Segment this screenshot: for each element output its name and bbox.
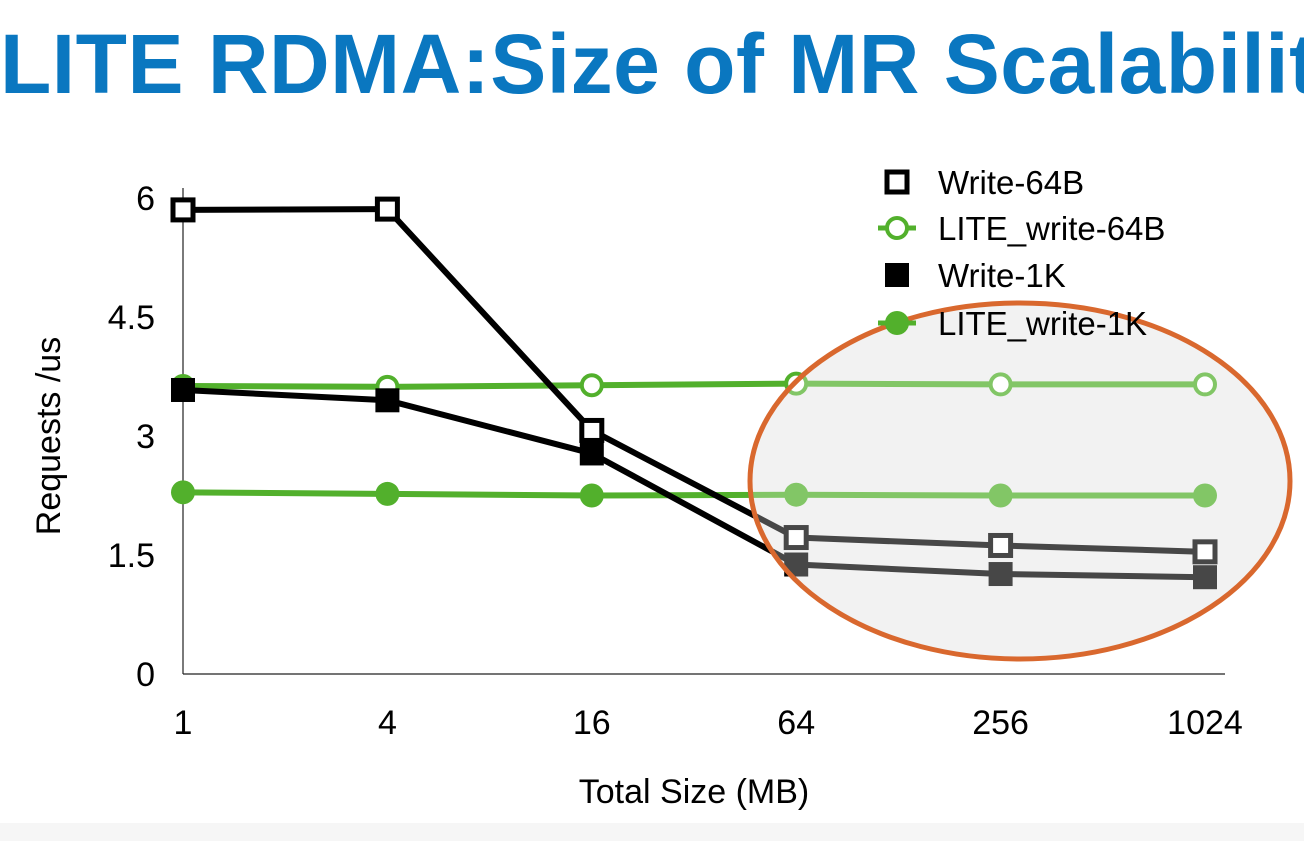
series-LITE_write-1K bbox=[171, 480, 1217, 508]
data-point bbox=[579, 483, 604, 508]
data-point bbox=[1192, 539, 1218, 565]
data-point bbox=[783, 525, 809, 551]
data-point bbox=[375, 481, 400, 506]
x-tick-label: 1 bbox=[174, 704, 193, 742]
y-tick-label: 1.5 bbox=[108, 537, 155, 575]
data-point bbox=[375, 388, 400, 413]
x-tick-label: 256 bbox=[972, 704, 1029, 742]
legend-entry: LITE_write-1K bbox=[878, 305, 1147, 342]
data-point bbox=[171, 377, 195, 402]
data-point bbox=[988, 532, 1014, 558]
legend-entry: Write-1K bbox=[885, 257, 1066, 294]
series-Write-64B bbox=[170, 196, 1218, 565]
data-point bbox=[1193, 372, 1217, 397]
data-point bbox=[374, 196, 400, 222]
y-tick-label: 3 bbox=[136, 418, 155, 456]
data-point bbox=[988, 562, 1013, 587]
data-point bbox=[1193, 483, 1217, 508]
x-axis-label: Total Size (MB) bbox=[579, 773, 810, 811]
data-point bbox=[784, 482, 809, 507]
y-tick-label: 4.5 bbox=[108, 299, 155, 337]
data-point bbox=[170, 197, 196, 223]
data-point bbox=[988, 372, 1013, 397]
legend-marker bbox=[884, 169, 910, 195]
legend-label: LITE_write-1K bbox=[938, 305, 1147, 342]
data-point bbox=[579, 373, 604, 398]
legend-label: Write-64B bbox=[938, 164, 1084, 201]
data-point bbox=[1193, 565, 1217, 590]
legend-marker bbox=[885, 263, 909, 287]
data-point bbox=[988, 483, 1013, 508]
slide-bottom-band bbox=[0, 823, 1304, 841]
y-tick-label: 6 bbox=[136, 180, 155, 218]
legend-entry: LITE_write-64B bbox=[878, 210, 1165, 247]
legend-entry: Write-64B bbox=[884, 164, 1084, 201]
x-tick-label: 1024 bbox=[1167, 704, 1243, 742]
legend-marker bbox=[885, 216, 909, 240]
x-tick-label: 64 bbox=[777, 704, 815, 742]
page-title: LITE RDMA:Size of MR Scalability bbox=[0, 17, 1304, 111]
legend-label: Write-1K bbox=[938, 257, 1066, 294]
chart-axes bbox=[182, 188, 1225, 675]
series-Write-1K bbox=[171, 377, 1217, 590]
series-line bbox=[182, 489, 1205, 499]
highlight-ellipse-veil bbox=[750, 303, 1290, 659]
data-point bbox=[171, 480, 195, 505]
x-tick-label: 4 bbox=[378, 704, 397, 742]
y-axis-label: Requests /us bbox=[30, 337, 68, 535]
y-tick-label: 0 bbox=[136, 656, 155, 694]
legend-marker bbox=[885, 311, 909, 335]
data-point bbox=[579, 417, 605, 443]
highlight-ellipse-outline bbox=[747, 300, 1293, 662]
legend-label: LITE_write-64B bbox=[938, 210, 1165, 247]
x-tick-label: 16 bbox=[573, 704, 611, 742]
series-line bbox=[182, 206, 1206, 555]
series-line bbox=[182, 380, 1205, 390]
data-point bbox=[579, 441, 604, 466]
series-line bbox=[182, 386, 1206, 581]
